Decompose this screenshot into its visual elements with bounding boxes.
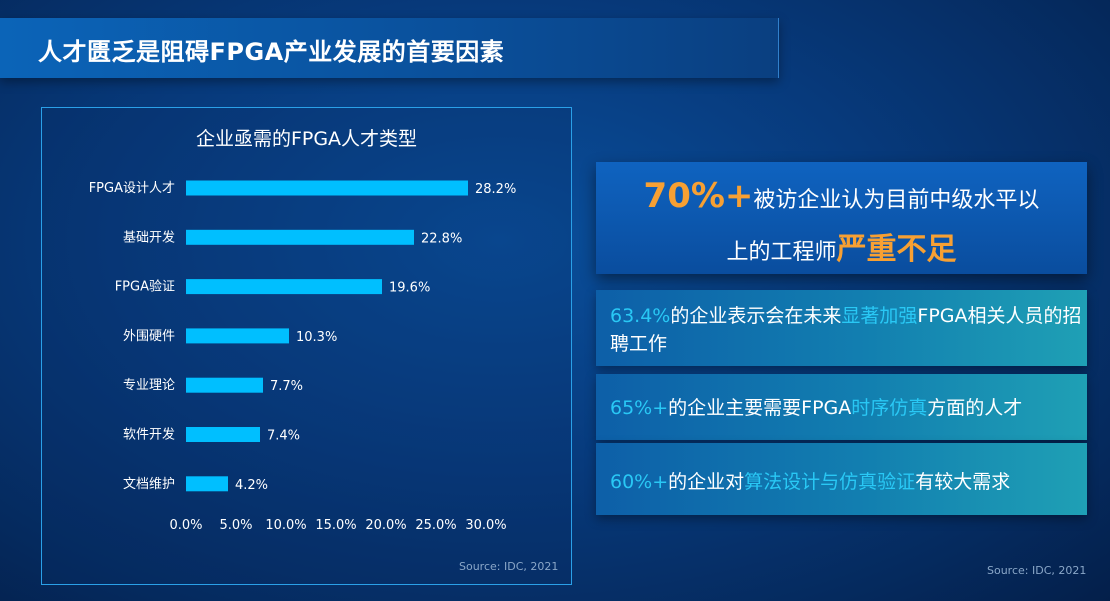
- hero-line-2: 上的工程师严重不足: [596, 224, 1087, 268]
- hero-emphasis: 严重不足: [836, 232, 957, 267]
- hero-line2-text: 上的工程师: [726, 240, 837, 265]
- stat2-pct: 65%+: [610, 397, 669, 419]
- hero-callout: 70%+被访企业认为目前中级水平以 上的工程师严重不足: [596, 162, 1087, 274]
- data-label: 4.2%: [235, 478, 268, 493]
- bar: [186, 476, 228, 492]
- x-tick-label: 25.0%: [415, 518, 456, 533]
- page-source: Source: IDC, 2021: [987, 564, 1087, 577]
- stat3-text-a: 的企业对: [668, 471, 745, 493]
- category-label: 基础开发: [123, 229, 175, 245]
- hero-line1-text: 被访企业认为目前中级水平以: [753, 188, 1040, 213]
- x-tick-label: 15.0%: [315, 518, 356, 533]
- data-label: 19.6%: [389, 281, 430, 296]
- title-bar: 人才匮乏是阻碍FPGA产业发展的首要因素: [0, 18, 779, 78]
- bar: [186, 279, 382, 295]
- x-tick-label: 10.0%: [265, 518, 306, 533]
- category-label: 文档维护: [123, 477, 175, 492]
- stat-card-2: 65%+的企业主要需要FPGA时序仿真方面的人才: [596, 374, 1087, 440]
- chart-panel: 企业亟需的FPGA人才类型: [41, 107, 572, 585]
- data-label: 7.4%: [267, 429, 300, 444]
- x-tick-label: 5.0%: [219, 518, 252, 533]
- stat2-text-a: 的企业主要需要FPGA: [668, 397, 852, 419]
- category-label: 外围硬件: [123, 329, 175, 344]
- category-label: 专业理论: [123, 378, 175, 393]
- stat3-highlight: 算法设计与仿真验证: [744, 471, 916, 493]
- stat2-highlight: 时序仿真: [851, 397, 928, 419]
- data-label: 22.8%: [421, 231, 462, 246]
- category-label: 软件开发: [123, 427, 175, 443]
- stat3-pct: 60%+: [610, 471, 669, 493]
- stat-card-3: 60%+的企业对算法设计与仿真验证有较大需求: [596, 443, 1087, 515]
- category-label: FPGA验证: [115, 279, 175, 295]
- chart-title: 企业亟需的FPGA人才类型: [195, 128, 418, 150]
- stat2-text-b: 方面的人才: [927, 397, 1023, 419]
- bar: [186, 377, 263, 393]
- stat1-text-b: FPGA相关人员的招聘工作: [610, 305, 1082, 355]
- stat1-highlight: 显著加强: [841, 305, 918, 327]
- stat3-text-b: 有较大需求: [915, 471, 1011, 493]
- data-label: 28.2%: [475, 182, 516, 197]
- bar: [186, 229, 414, 245]
- hero-big-number: 70%+: [643, 176, 754, 216]
- page-title: 人才匮乏是阻碍FPGA产业发展的首要因素: [38, 38, 505, 66]
- bar: [186, 427, 260, 442]
- stat1-text-a: 的企业表示会在未来: [670, 305, 842, 327]
- category-label: FPGA设计人才: [89, 181, 175, 196]
- hero-line-1: 70%+被访企业认为目前中级水平以: [596, 176, 1087, 216]
- data-label: 10.3%: [296, 330, 337, 345]
- x-tick-label: 0.0%: [169, 518, 202, 533]
- bar: [186, 328, 289, 344]
- data-label: 7.7%: [270, 379, 303, 394]
- bar: [186, 180, 468, 196]
- x-tick-label: 20.0%: [365, 518, 406, 533]
- chart-source: Source: IDC, 2021: [459, 560, 559, 573]
- stat-card-1: 63.4%的企业表示会在未来显著加强FPGA相关人员的招聘工作: [596, 290, 1087, 366]
- x-tick-label: 30.0%: [465, 518, 506, 533]
- stat1-pct: 63.4%: [610, 305, 671, 327]
